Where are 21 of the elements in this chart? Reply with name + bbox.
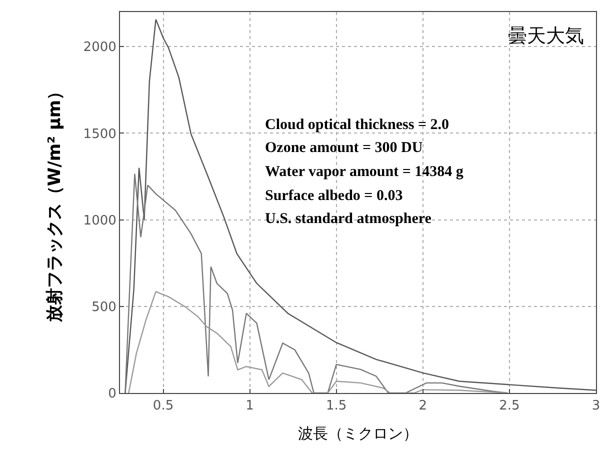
y-tick-label: 2000 bbox=[83, 40, 116, 56]
annotation: Water vapor amount = 14384 g bbox=[265, 164, 464, 180]
y-axis-title: 放射フラックス（W/m² μm） bbox=[44, 82, 65, 324]
y-tick-label: 1500 bbox=[83, 126, 116, 142]
annotation: Ozone amount = 300 DU bbox=[265, 140, 423, 156]
line-series bbox=[124, 18, 596, 393]
y-tick-label: 0 bbox=[108, 386, 116, 402]
annotation: U.S. standard atmosphere bbox=[265, 211, 432, 227]
x-tick-label: 2.5 bbox=[499, 398, 520, 414]
x-tick-label: 3 bbox=[592, 398, 600, 414]
x-tick-label: 1 bbox=[246, 398, 254, 414]
y-tick-label: 1000 bbox=[83, 213, 116, 228]
annotation: 曇天大気 bbox=[508, 25, 584, 47]
x-tick-label: 0.5 bbox=[152, 398, 174, 414]
x-axis-title: 波長（ミクロン） bbox=[298, 424, 418, 443]
y-tick-label: 500 bbox=[92, 300, 116, 315]
line-series bbox=[128, 291, 508, 393]
annotation: Surface albedo = 0.03 bbox=[265, 188, 403, 204]
annotation: Cloud optical thickness = 2.0 bbox=[265, 117, 449, 133]
x-tick-label: 2 bbox=[418, 398, 428, 414]
x-tick-label: 1.5 bbox=[326, 398, 347, 414]
